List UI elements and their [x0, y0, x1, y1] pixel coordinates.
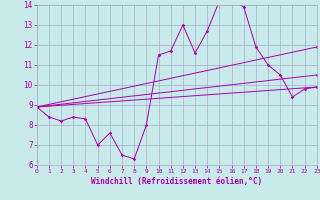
X-axis label: Windchill (Refroidissement éolien,°C): Windchill (Refroidissement éolien,°C) — [91, 177, 262, 186]
